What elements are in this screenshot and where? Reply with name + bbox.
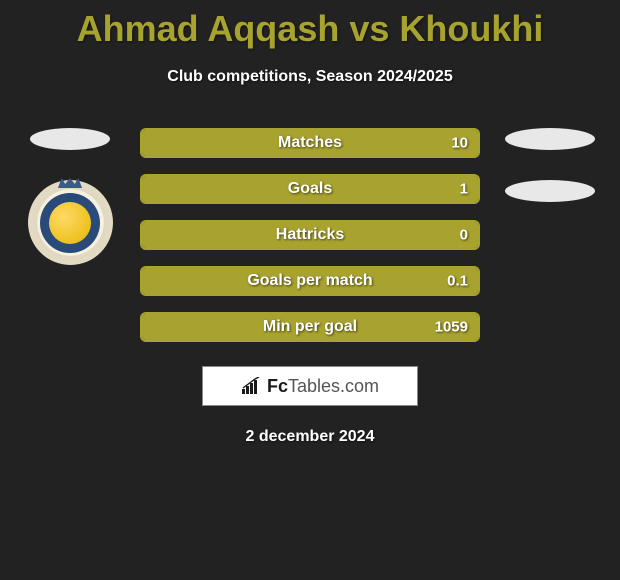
stat-bar: Min per goal 1059 — [140, 312, 480, 342]
stat-value: 1059 — [435, 319, 468, 336]
stat-label: Hattricks — [276, 226, 344, 244]
brand-prefix: Fc — [267, 376, 288, 396]
attribution-box: FcTables.com — [202, 366, 418, 406]
stat-value: 1 — [460, 181, 468, 198]
stat-label: Goals per match — [247, 272, 372, 290]
stat-bar: Hattricks 0 — [140, 220, 480, 250]
ellipse-placeholder-icon — [505, 180, 595, 202]
crest-inner-icon — [40, 193, 100, 253]
stat-value: 0.1 — [447, 273, 468, 290]
brand-suffix: Tables.com — [288, 376, 379, 396]
comparison-area: Matches 10 Goals 1 Hattricks 0 Goals per… — [0, 128, 620, 342]
club-crest-icon — [28, 180, 113, 265]
stat-label: Min per goal — [263, 318, 357, 336]
stat-value: 10 — [451, 135, 468, 152]
stat-bar: Matches 10 — [140, 128, 480, 158]
attribution-text: FcTables.com — [267, 376, 379, 397]
stat-label: Goals — [288, 180, 332, 198]
left-player-column — [20, 128, 120, 265]
stat-value: 0 — [460, 227, 468, 244]
page-title: Ahmad Aqqash vs Khoukhi — [0, 0, 620, 50]
bar-chart-icon — [241, 377, 263, 395]
ellipse-placeholder-icon — [505, 128, 595, 150]
page-subtitle: Club competitions, Season 2024/2025 — [0, 68, 620, 86]
ellipse-placeholder-icon — [30, 128, 110, 150]
stat-label: Matches — [278, 134, 342, 152]
stat-bar: Goals 1 — [140, 174, 480, 204]
stat-bars: Matches 10 Goals 1 Hattricks 0 Goals per… — [140, 128, 480, 342]
globe-icon — [49, 202, 91, 244]
date-label: 2 december 2024 — [0, 428, 620, 446]
right-player-column — [500, 128, 600, 202]
stat-bar: Goals per match 0.1 — [140, 266, 480, 296]
crown-icon — [58, 178, 82, 188]
